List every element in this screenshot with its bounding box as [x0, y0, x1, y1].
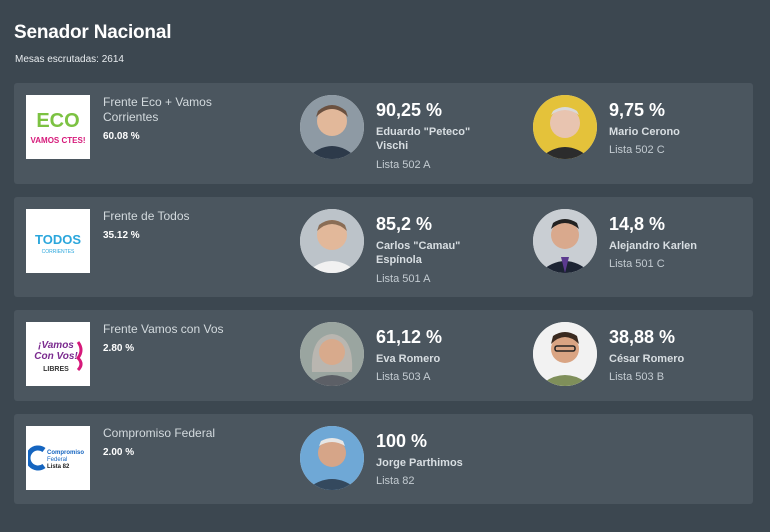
party-card-eco-vamos[interactable]: ECO VAMOS CTES! Frente Eco + Vamos Corri…: [14, 83, 753, 184]
scrutiny-status: Mesas escrutadas: 2614: [15, 54, 124, 65]
candidate-name: Jorge Parthimos: [376, 457, 463, 469]
candidate-list: Lista 501 A: [376, 273, 431, 285]
party-percent: 2.00 %: [103, 447, 135, 458]
candidate-photo: [300, 322, 364, 386]
party-card-vamos-con-vos[interactable]: ¡Vamos Con Vos! LIBRES Frente Vamos con …: [14, 310, 753, 401]
candidate-list: Lista 503 B: [609, 371, 665, 383]
candidate-list: Lista 82: [376, 475, 415, 487]
party-name: Compromiso Federal: [103, 426, 216, 440]
candidate-photo: [300, 209, 364, 273]
candidate-percent: 14,8 %: [609, 214, 666, 234]
candidate-name: Mario Cerono: [609, 126, 680, 138]
candidate-percent: 85,2 %: [376, 214, 433, 234]
candidate-list: Lista 501 C: [609, 258, 665, 270]
party-percent: 60.08 %: [103, 131, 140, 142]
candidate-name: Eva Romero: [376, 353, 441, 365]
logo-text: CORRIENTES: [42, 249, 75, 255]
candidate-percent: 100 %: [376, 431, 428, 451]
vamos-con-vos-logo: ¡Vamos Con Vos! LIBRES: [26, 322, 90, 386]
party-name: Frente Eco + Vamos Corrientes: [103, 95, 212, 124]
candidate-list: Lista 502 C: [609, 144, 665, 156]
candidate-photo: [533, 95, 597, 159]
party-name: Frente de Todos: [103, 209, 190, 223]
logo-text: LIBRES: [43, 366, 69, 373]
candidate-name: Carlos "Camau" Espínola: [376, 240, 461, 266]
candidate-photo: [533, 322, 597, 386]
frente-de-todos-logo: TODOS CORRIENTES: [26, 209, 90, 273]
logo-text: VAMOS CTES!: [31, 136, 86, 145]
logo-text: Lista 82: [47, 464, 70, 470]
candidate-name: César Romero: [609, 353, 685, 365]
candidate-list: Lista 503 A: [376, 371, 431, 383]
candidate-photo: [300, 95, 364, 159]
logo-text: Compromiso: [47, 450, 84, 456]
party-percent: 2.80 %: [103, 343, 135, 354]
candidate-name: Alejandro Karlen: [609, 240, 698, 252]
compromiso-federal-logo: Compromiso Federal Lista 82: [26, 426, 90, 490]
logo-text: Con Vos!: [34, 351, 78, 362]
logo-text: TODOS: [35, 232, 81, 247]
candidate-photo: [300, 426, 364, 490]
candidate-percent: 61,12 %: [376, 327, 443, 347]
logo-text: ECO: [36, 110, 79, 132]
candidate-photo: [533, 209, 597, 273]
candidate-percent: 38,88 %: [609, 327, 676, 347]
candidate-percent: 9,75 %: [609, 100, 666, 120]
party-card-compromiso-federal[interactable]: Compromiso Federal Lista 82 Compromiso F…: [14, 414, 753, 504]
party-name: Frente Vamos con Vos: [103, 322, 224, 336]
party-percent: 35.12 %: [103, 230, 140, 241]
candidate-percent: 90,25 %: [376, 100, 443, 120]
eco-vamos-logo: ECO VAMOS CTES!: [26, 95, 90, 159]
candidate-name: Eduardo "Peteco" Vischi: [376, 126, 471, 152]
candidate-list: Lista 502 A: [376, 159, 431, 171]
logo-text: Federal: [47, 457, 67, 463]
logo-text: ¡Vamos: [38, 340, 74, 351]
party-card-frente-de-todos[interactable]: TODOS CORRIENTES Frente de Todos 35.12 %…: [14, 197, 753, 297]
page-title: Senador Nacional: [14, 22, 172, 43]
